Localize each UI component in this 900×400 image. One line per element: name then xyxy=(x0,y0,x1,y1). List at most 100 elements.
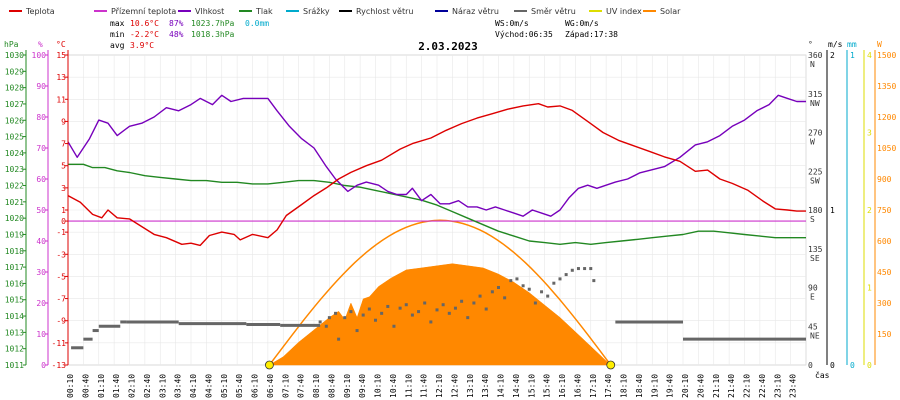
wind-direction-point xyxy=(503,296,507,300)
temp-tick-label: 9 xyxy=(61,117,66,126)
x-tick-label: 21:40 xyxy=(727,374,736,398)
press-tick-label: 1018 xyxy=(5,247,24,256)
temp-tick-label: 5 xyxy=(61,162,66,171)
wind-direction-point xyxy=(318,320,322,324)
series-line-vlhkost xyxy=(67,94,806,217)
stat-wg: WG:0m/s xyxy=(565,19,599,28)
hum-tick-label: 0 xyxy=(41,361,46,370)
temp-tick-label: -11 xyxy=(52,339,67,348)
x-tick-label: 06:10 xyxy=(251,374,260,398)
solar-tick-label: 300 xyxy=(877,299,892,308)
wind-direction-layer xyxy=(71,267,806,350)
dir-axis-unit: ° xyxy=(808,40,813,49)
legend-label: UV index xyxy=(606,7,642,16)
temp-tick-label: 11 xyxy=(56,95,66,104)
press-tick-label: 1029 xyxy=(5,67,24,76)
wind-direction-point xyxy=(386,304,390,308)
x-tick-label: 08:40 xyxy=(327,374,336,398)
x-tick-label: 04:10 xyxy=(189,374,198,398)
wind-direction-point xyxy=(576,267,580,271)
legend-label: Teplota xyxy=(25,7,55,16)
x-tick-label: 00:10 xyxy=(66,374,75,398)
press-tick-label: 1015 xyxy=(5,296,24,305)
solar-axis-unit: W xyxy=(877,40,882,49)
legend-label: Přízemní teplota xyxy=(111,7,176,16)
temp-tick-label: -9 xyxy=(56,317,66,326)
dir-tick-label: 0 xyxy=(808,361,813,370)
temp-tick-label: 3 xyxy=(61,184,66,193)
x-tick-label: 23:40 xyxy=(789,374,798,398)
x-tick-label: 04:40 xyxy=(204,374,213,398)
dir-tick-label: 270 xyxy=(808,129,823,138)
x-tick-label: 13:40 xyxy=(481,374,490,398)
wind-direction-point xyxy=(540,290,544,294)
wind-direction-point xyxy=(521,284,525,288)
x-tick-label: 02:40 xyxy=(143,374,152,398)
x-tick-label: 14:40 xyxy=(512,374,521,398)
solar-tick-label: 1200 xyxy=(877,113,896,122)
wind-direction-point xyxy=(429,320,433,324)
chart-title: 2.03.2023 xyxy=(418,40,478,53)
x-tick-label: 18:40 xyxy=(635,374,644,398)
x-tick-label: 22:10 xyxy=(743,374,752,398)
wind-direction-point xyxy=(490,290,494,294)
dir-compass-label: S xyxy=(810,215,815,224)
rain-tick-label: 0 xyxy=(850,361,855,370)
x-tick-label: 09:10 xyxy=(343,374,352,398)
wind-direction-point xyxy=(552,281,556,285)
wind-direction-point xyxy=(334,311,338,315)
hum-tick-label: 100 xyxy=(32,51,47,60)
press-tick-label: 1023 xyxy=(5,165,24,174)
x-tick-label: 21:10 xyxy=(712,374,721,398)
wind-direction-point xyxy=(435,308,439,312)
wind-direction-point xyxy=(453,306,457,310)
dir-tick-label: 135 xyxy=(808,245,823,254)
legend-label: Rychlost větru xyxy=(356,7,413,16)
stat-ws: WS:0m/s xyxy=(495,19,529,28)
wind-direction-point xyxy=(592,279,596,283)
wind-direction-point xyxy=(509,279,513,283)
stats-block: max 10.6°C 87% 1023.7hPa 0.0mm min -2.2°C 48% 10… xyxy=(110,19,618,50)
press-tick-label: 1016 xyxy=(5,279,24,288)
x-tick-label: 16:10 xyxy=(558,374,567,398)
wind-direction-point xyxy=(404,303,408,307)
press-tick-label: 1026 xyxy=(5,116,24,125)
wind-direction-point xyxy=(570,268,574,272)
hum-tick-label: 40 xyxy=(36,237,46,246)
press-tick-label: 1013 xyxy=(5,328,24,337)
series-line-tlak xyxy=(68,163,806,245)
temp-tick-label: 7 xyxy=(61,140,66,149)
x-tick-label: 19:40 xyxy=(666,374,675,398)
wind-direction-point xyxy=(583,267,587,271)
press-tick-label: 1025 xyxy=(5,133,24,142)
temp-tick-label: -3 xyxy=(56,250,66,259)
press-tick-label: 1020 xyxy=(5,214,24,223)
stat-min-hum: 48% xyxy=(169,30,184,39)
dir-tick-label: 225 xyxy=(808,167,823,176)
hum-tick-label: 80 xyxy=(36,113,46,122)
stat-max-hum: 87% xyxy=(169,19,184,28)
x-tick-label: 12:40 xyxy=(450,374,459,398)
x-tick-label: 01:40 xyxy=(112,374,121,398)
rain-tick-label: 1 xyxy=(850,51,855,60)
uv-tick-label: 3 xyxy=(867,129,872,138)
dir-tick-label: 360 xyxy=(808,51,823,60)
x-tick-label: 14:10 xyxy=(497,374,506,398)
hum-tick-label: 20 xyxy=(36,299,46,308)
x-tick-label: 07:40 xyxy=(297,374,306,398)
solar-tick-label: 1350 xyxy=(877,82,896,91)
wind-direction-point xyxy=(441,303,445,307)
solar-tick-label: 900 xyxy=(877,175,892,184)
solar-tick-label: 150 xyxy=(877,330,892,339)
dir-tick-label: 315 xyxy=(808,90,823,99)
wind-tick-label: 2 xyxy=(830,51,835,60)
hum-tick-label: 60 xyxy=(36,175,46,184)
wind-direction-point xyxy=(533,301,537,305)
stat-max-temp: 10.6°C xyxy=(130,19,159,28)
dir-compass-label: SW xyxy=(810,176,820,185)
press-tick-label: 1028 xyxy=(5,84,24,93)
temp-tick-label: 15 xyxy=(56,51,66,60)
stat-rain: 0.0mm xyxy=(245,19,269,28)
wind-direction-point xyxy=(589,267,593,271)
